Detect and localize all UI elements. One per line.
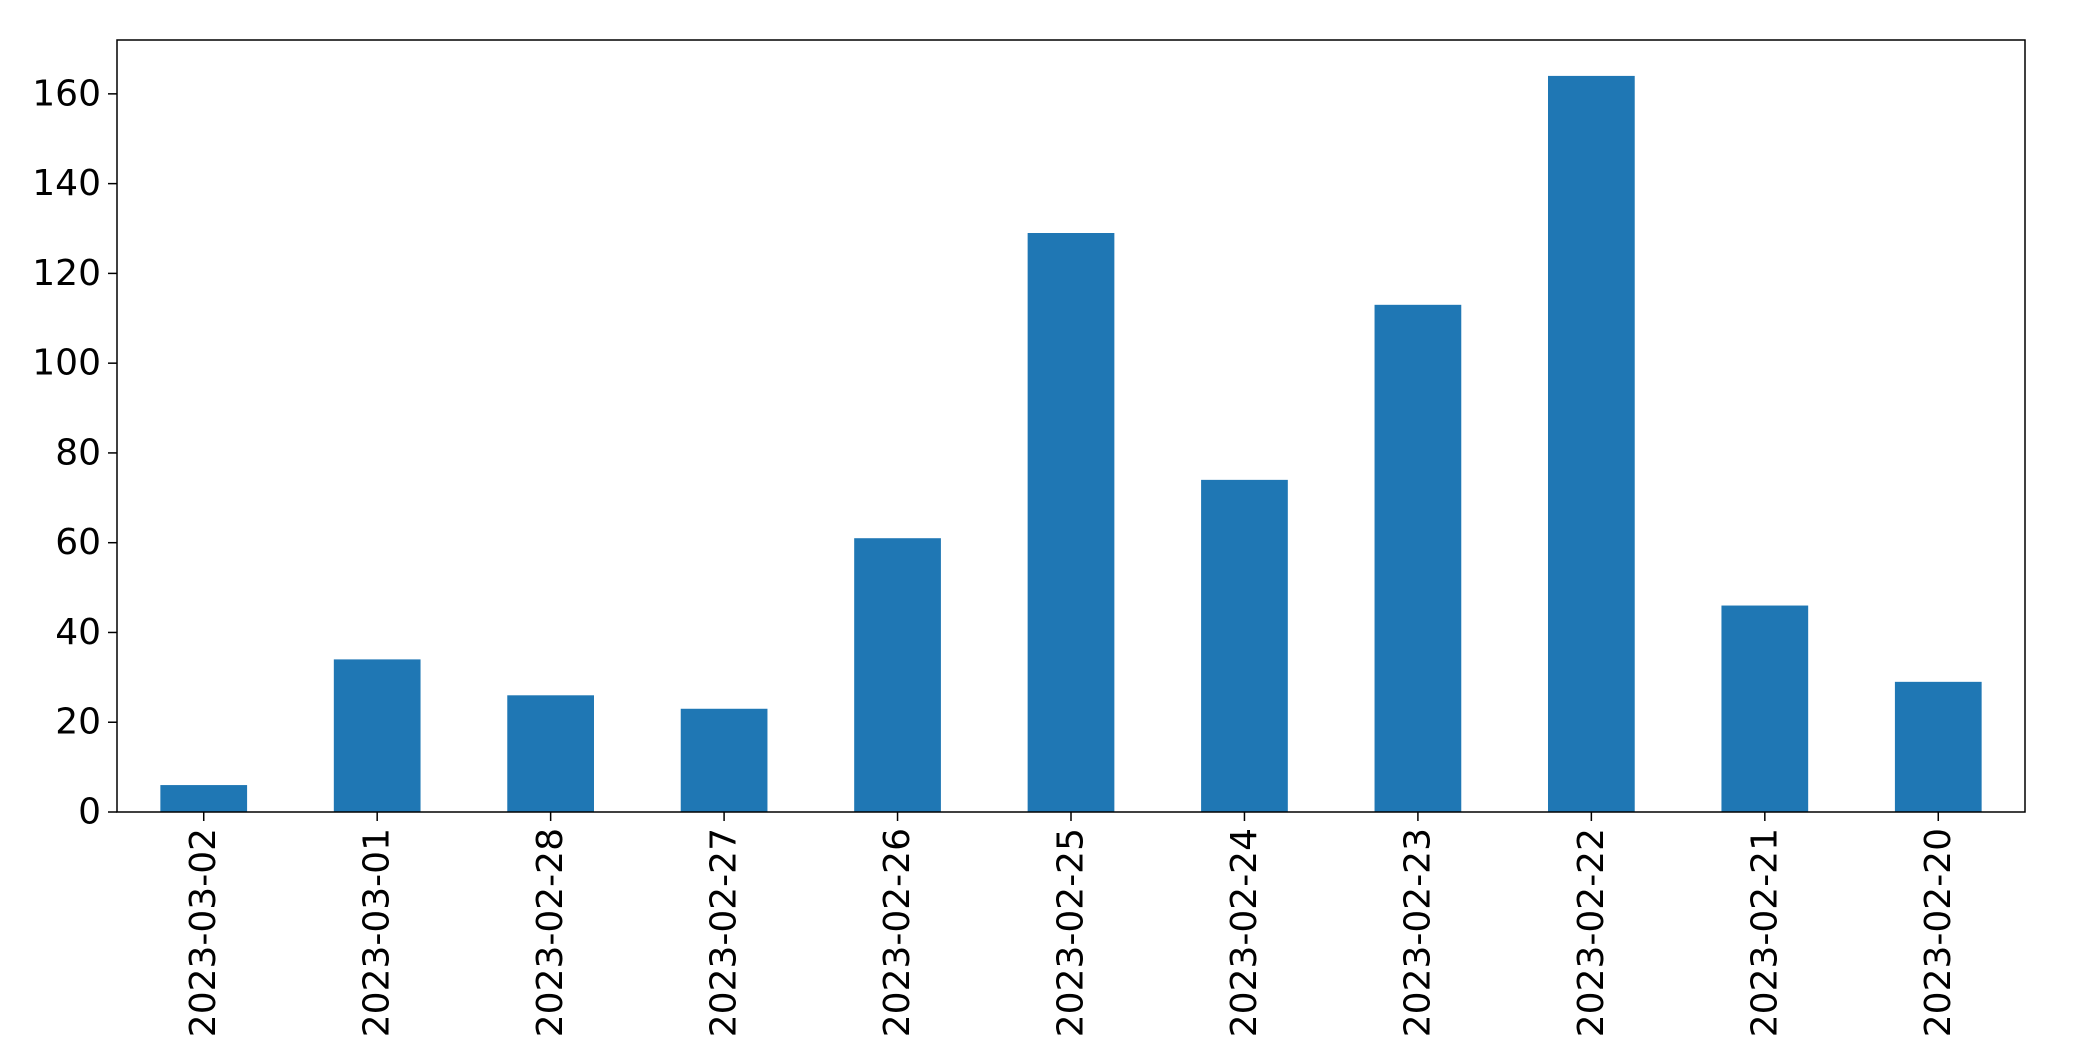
y-tick-label: 100 xyxy=(32,343,101,384)
x-tick-label: 2023-02-28 xyxy=(530,828,571,1037)
y-tick-label: 40 xyxy=(55,612,101,653)
x-tick-label: 2023-03-02 xyxy=(183,828,224,1037)
x-tick-label: 2023-02-22 xyxy=(1571,828,1612,1037)
y-tick-label: 120 xyxy=(32,253,101,294)
y-tick-label: 0 xyxy=(78,792,101,833)
bar-2023-02-21 xyxy=(1721,605,1809,812)
x-tick-label: 2023-02-23 xyxy=(1397,828,1438,1037)
bar-2023-02-25 xyxy=(1027,233,1115,812)
plot-frame xyxy=(116,39,2026,813)
x-axis: 2023-03-02 2023-03-01 2023-02-28 2023-02-27… xyxy=(183,812,1959,1037)
y-tick-label: 140 xyxy=(32,163,101,204)
bars-group xyxy=(160,75,1982,812)
x-tick-label: 2023-02-27 xyxy=(704,828,745,1037)
y-tick-label: 160 xyxy=(32,73,101,114)
bar-2023-02-24 xyxy=(1201,479,1288,812)
x-tick-label: 2023-02-21 xyxy=(1744,828,1785,1037)
bar-2023-02-27 xyxy=(680,708,768,812)
bar-2023-02-20 xyxy=(1894,681,1982,812)
bar-2023-02-23 xyxy=(1374,304,1462,812)
bar-2023-02-28 xyxy=(507,695,594,812)
y-tick-label: 80 xyxy=(55,432,101,473)
bar-2023-03-02 xyxy=(160,785,248,812)
x-tick-label: 2023-02-24 xyxy=(1224,828,1265,1037)
bar-2023-02-26 xyxy=(854,538,941,812)
bar-2023-02-22 xyxy=(1548,75,1635,812)
x-tick-label: 2023-02-25 xyxy=(1051,828,1092,1037)
bar-2023-03-01 xyxy=(333,659,421,812)
y-tick-label: 20 xyxy=(55,702,101,743)
x-tick-label: 2023-03-01 xyxy=(357,828,398,1037)
y-axis: 0 20 40 60 80 100 120 140 160 xyxy=(32,73,117,833)
x-tick-label: 2023-02-26 xyxy=(877,828,918,1037)
x-tick-label: 2023-02-20 xyxy=(1918,828,1959,1037)
y-tick-label: 60 xyxy=(55,522,101,563)
